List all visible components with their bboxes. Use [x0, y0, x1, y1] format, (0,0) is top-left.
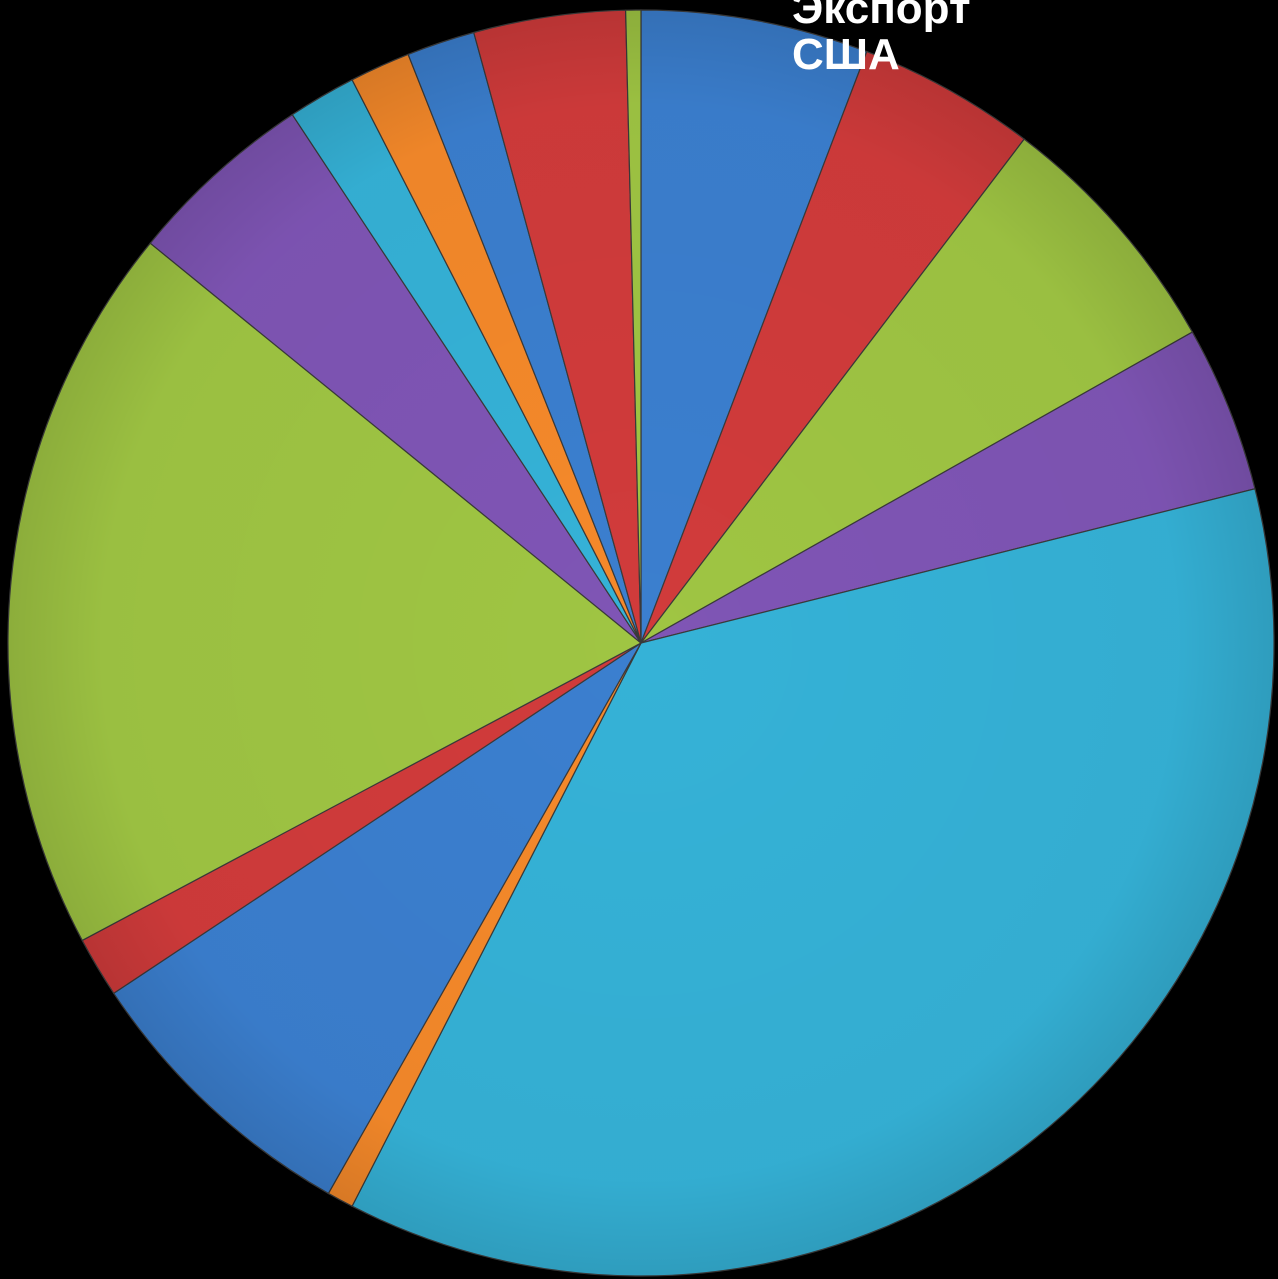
- pie-slices: [7, 9, 1275, 1277]
- chart-title: Экспорт США: [792, 0, 971, 78]
- chart-title-line-2: США: [792, 30, 900, 79]
- chart-title-line-1: Экспорт: [792, 0, 971, 33]
